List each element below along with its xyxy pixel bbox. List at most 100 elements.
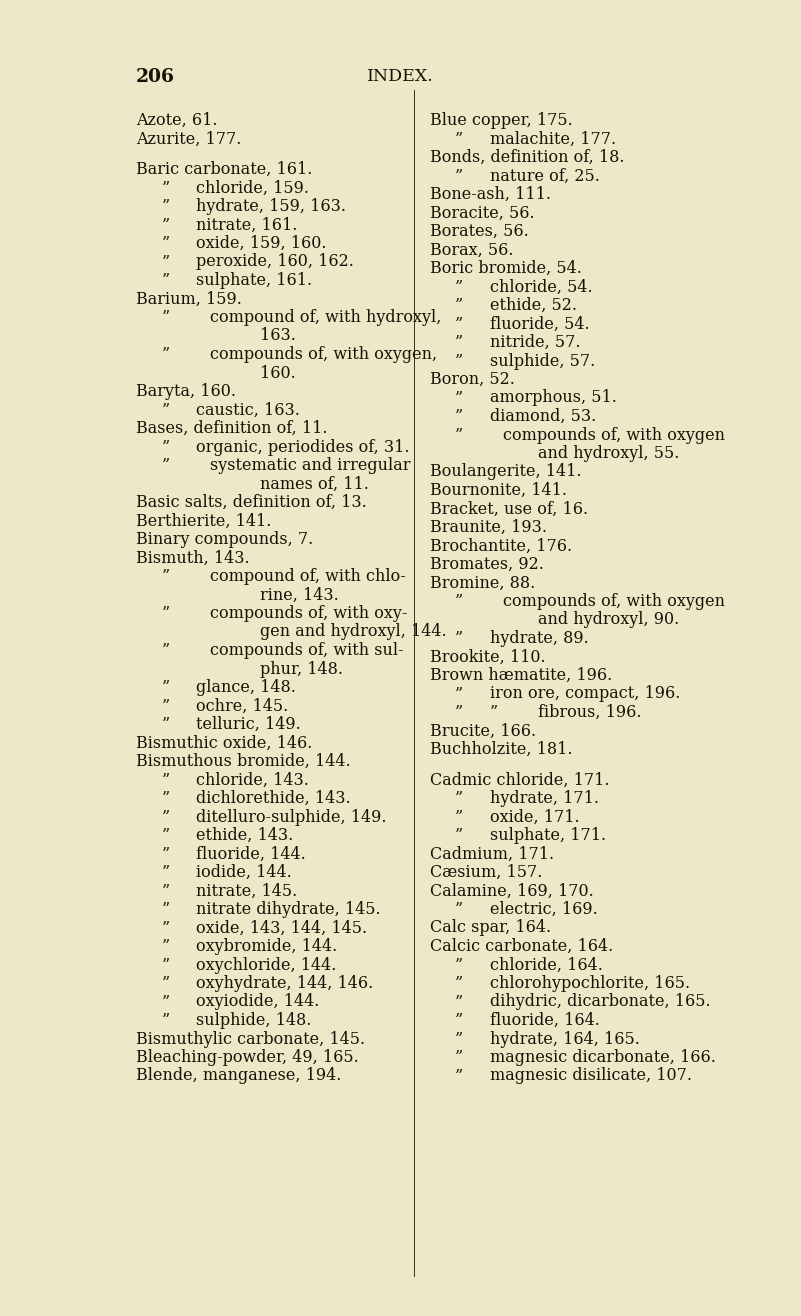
Text: and hydroxyl, 90.: and hydroxyl, 90. (538, 612, 679, 629)
Text: Buchholzite, 181.: Buchholzite, 181. (430, 741, 573, 758)
Text: Cæsium, 157.: Cæsium, 157. (430, 865, 542, 880)
Text: Brookite, 110.: Brookite, 110. (430, 649, 545, 666)
Text: ”: ” (162, 254, 170, 271)
Text: ditelluro-sulphide, 149.: ditelluro-sulphide, 149. (196, 808, 387, 825)
Text: compounds of, with oxygen: compounds of, with oxygen (503, 594, 725, 611)
Text: oxybromide, 144.: oxybromide, 144. (196, 938, 337, 955)
Text: Borates, 56.: Borates, 56. (430, 222, 529, 240)
Text: ”: ” (455, 957, 463, 974)
Text: ”: ” (162, 217, 170, 233)
Text: compounds of, with oxygen: compounds of, with oxygen (503, 426, 725, 443)
Text: fibrous, 196.: fibrous, 196. (538, 704, 642, 721)
Text: INDEX.: INDEX. (367, 68, 434, 86)
Text: ”: ” (162, 569, 170, 586)
Text: oxide, 171.: oxide, 171. (490, 808, 580, 825)
Text: ”: ” (162, 808, 170, 825)
Text: Calamine, 169, 170.: Calamine, 169, 170. (430, 883, 594, 900)
Text: ”: ” (455, 808, 463, 825)
Text: Berthierite, 141.: Berthierite, 141. (136, 512, 272, 529)
Text: caustic, 163.: caustic, 163. (196, 401, 300, 418)
Text: Boracite, 56.: Boracite, 56. (430, 204, 534, 221)
Text: ”: ” (455, 1030, 463, 1048)
Text: hydrate, 171.: hydrate, 171. (490, 790, 599, 807)
Text: Boron, 52.: Boron, 52. (430, 371, 515, 388)
Text: Borax, 56.: Borax, 56. (430, 242, 513, 258)
Text: ”: ” (455, 390, 463, 407)
Text: ”: ” (162, 790, 170, 807)
Text: fluoride, 144.: fluoride, 144. (196, 845, 306, 862)
Text: phur, 148.: phur, 148. (260, 661, 343, 678)
Text: Brucite, 166.: Brucite, 166. (430, 722, 536, 740)
Text: magnesic dicarbonate, 166.: magnesic dicarbonate, 166. (490, 1049, 716, 1066)
Text: Bismuth, 143.: Bismuth, 143. (136, 550, 250, 566)
Text: ”: ” (455, 334, 463, 351)
Text: ”: ” (162, 697, 170, 715)
Text: nitride, 57.: nitride, 57. (490, 334, 581, 351)
Text: ”: ” (455, 426, 463, 443)
Text: ”: ” (455, 167, 463, 184)
Text: ”: ” (162, 179, 170, 196)
Text: oxide, 143, 144, 145.: oxide, 143, 144, 145. (196, 920, 367, 937)
Text: and hydroxyl, 55.: and hydroxyl, 55. (538, 445, 679, 462)
Text: oxide, 159, 160.: oxide, 159, 160. (196, 236, 327, 251)
Text: ”: ” (162, 975, 170, 992)
Text: ”: ” (162, 346, 170, 363)
Text: rine, 143.: rine, 143. (260, 587, 339, 604)
Text: ”: ” (455, 353, 463, 370)
Text: systematic and irregular: systematic and irregular (210, 457, 410, 474)
Text: malachite, 177.: malachite, 177. (490, 130, 616, 147)
Text: ”: ” (455, 594, 463, 611)
Text: ”: ” (162, 938, 170, 955)
Text: Boric bromide, 54.: Boric bromide, 54. (430, 261, 582, 276)
Text: sulphide, 148.: sulphide, 148. (196, 1012, 312, 1029)
Text: organic, periodides of, 31.: organic, periodides of, 31. (196, 438, 409, 455)
Text: ”: ” (162, 642, 170, 659)
Text: names of, 11.: names of, 11. (260, 475, 369, 492)
Text: ”: ” (455, 130, 463, 147)
Text: dichlorethide, 143.: dichlorethide, 143. (196, 790, 351, 807)
Text: ”: ” (162, 197, 170, 215)
Text: ”: ” (490, 704, 498, 721)
Text: chlorohypochlorite, 165.: chlorohypochlorite, 165. (490, 975, 690, 992)
Text: fluoride, 164.: fluoride, 164. (490, 1012, 600, 1029)
Text: Blue copper, 175.: Blue copper, 175. (430, 112, 573, 129)
Text: 163.: 163. (260, 328, 296, 345)
Text: compound of, with chlo-: compound of, with chlo- (210, 569, 406, 586)
Text: Bismuthic oxide, 146.: Bismuthic oxide, 146. (136, 734, 312, 751)
Text: glance, 148.: glance, 148. (196, 679, 296, 696)
Text: gen and hydroxyl, 144.: gen and hydroxyl, 144. (260, 624, 447, 641)
Text: chloride, 54.: chloride, 54. (490, 279, 593, 296)
Text: compound of, with hydroxyl,: compound of, with hydroxyl, (210, 309, 441, 326)
Text: ”: ” (455, 704, 463, 721)
Text: 206: 206 (136, 68, 175, 86)
Text: Calc spar, 164.: Calc spar, 164. (430, 920, 551, 937)
Text: oxyhydrate, 144, 146.: oxyhydrate, 144, 146. (196, 975, 373, 992)
Text: electric, 169.: electric, 169. (490, 901, 598, 919)
Text: ”: ” (162, 901, 170, 919)
Text: nitrate, 161.: nitrate, 161. (196, 217, 297, 233)
Text: ”: ” (455, 279, 463, 296)
Text: compounds of, with sul-: compounds of, with sul- (210, 642, 404, 659)
Text: sulphide, 57.: sulphide, 57. (490, 353, 595, 370)
Text: ”: ” (162, 272, 170, 290)
Text: Bismuthous bromide, 144.: Bismuthous bromide, 144. (136, 753, 351, 770)
Text: hydrate, 89.: hydrate, 89. (490, 630, 589, 647)
Text: iron ore, compact, 196.: iron ore, compact, 196. (490, 686, 680, 703)
Text: dihydric, dicarbonate, 165.: dihydric, dicarbonate, 165. (490, 994, 710, 1011)
Text: Baryta, 160.: Baryta, 160. (136, 383, 236, 400)
Text: 160.: 160. (260, 365, 296, 382)
Text: Bournonite, 141.: Bournonite, 141. (430, 482, 567, 499)
Text: ”: ” (162, 457, 170, 474)
Text: Boulangerite, 141.: Boulangerite, 141. (430, 463, 582, 480)
Text: Blende, manganese, 194.: Blende, manganese, 194. (136, 1067, 341, 1084)
Text: ”: ” (162, 994, 170, 1011)
Text: Binary compounds, 7.: Binary compounds, 7. (136, 530, 313, 547)
Text: diamond, 53.: diamond, 53. (490, 408, 596, 425)
Text: oxychloride, 144.: oxychloride, 144. (196, 957, 336, 974)
Text: ”: ” (455, 994, 463, 1011)
Text: telluric, 149.: telluric, 149. (196, 716, 300, 733)
Text: ”: ” (455, 297, 463, 315)
Text: Cadmic chloride, 171.: Cadmic chloride, 171. (430, 771, 610, 788)
Text: Baric carbonate, 161.: Baric carbonate, 161. (136, 161, 312, 178)
Text: ethide, 52.: ethide, 52. (490, 297, 577, 315)
